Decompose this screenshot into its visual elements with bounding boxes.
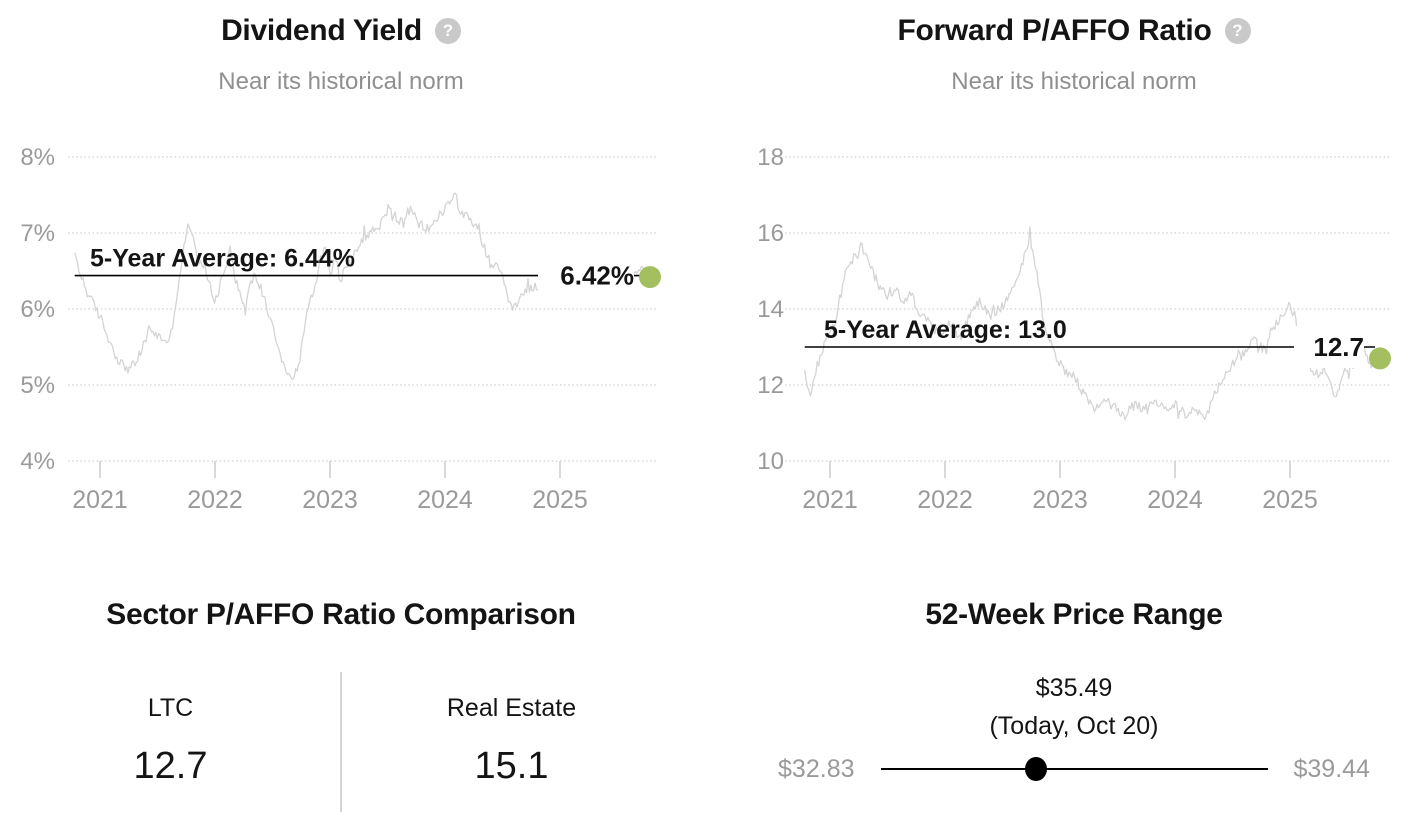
x-axis-tick-label: 2022 [917, 486, 973, 514]
dividend-yield-help-icon[interactable]: ? [434, 18, 461, 44]
real-estate-value: 15.1 [474, 745, 549, 787]
price-dot [1025, 757, 1048, 781]
sector-comparison-panel: Sector P/AFFO Ratio Comparison LTC 12.7 … [0, 598, 682, 834]
column-divider [340, 672, 342, 812]
x-axis-tick-label: 2024 [417, 486, 473, 514]
price-range-slider: $32.83 $39.44 [724, 750, 1424, 788]
y-axis-tick-label: 7% [20, 220, 55, 247]
current-value-dot [639, 266, 661, 289]
paffo-title: Forward P/AFFO Ratio [897, 14, 1212, 47]
current-price-note: (Today, Oct 20) [989, 712, 1159, 740]
y-axis-tick-label: 6% [20, 296, 55, 323]
x-axis-tick-label: 2022 [187, 486, 243, 514]
y-axis-tick-label: 8% [20, 144, 55, 171]
y-axis-tick-label: 14 [757, 296, 784, 323]
paffo-ratio-chart: 18 16 14 12 10 2021 2022 2023 2024 2025 5-Year Ave… [757, 144, 1391, 514]
y-axis-tick-label: 16 [757, 220, 784, 247]
y-axis-tick-label: 5% [20, 372, 55, 399]
ltc-value: 12.7 [133, 745, 208, 787]
sector-comparison-table: LTC 12.7 Real Estate 15.1 [0, 672, 682, 788]
paffo-subtitle: Near its historical norm [951, 68, 1197, 95]
x-axis-tick-label: 2025 [532, 486, 588, 514]
y-axis-tick-label: 4% [20, 448, 55, 475]
sector-comparison-title: Sector P/AFFO Ratio Comparison [106, 598, 576, 631]
price-range-panel: 52-Week Price Range $35.49 (Today, Oct 2… [724, 598, 1424, 834]
current-value-dot [1369, 347, 1391, 370]
paffo-header: Forward P/AFFO Ratio ? Near its historic… [724, 14, 1424, 96]
current-label-bg [538, 254, 634, 297]
y-axis-tick-label: 10 [757, 448, 784, 475]
range-track [880, 757, 1268, 781]
range-low-label: $32.83 [778, 754, 855, 783]
average-label: 5-Year Average: 13.0 [824, 316, 1067, 344]
current-label-bg [1294, 326, 1364, 368]
x-axis-tick-label: 2021 [802, 486, 858, 514]
price-range-title: 52-Week Price Range [925, 598, 1223, 631]
paffo-help-icon[interactable]: ? [1224, 18, 1251, 44]
current-value-label: 12.7 [1313, 332, 1364, 362]
dividend-yield-subtitle: Near its historical norm [218, 68, 464, 95]
current-price: $35.49 [1035, 674, 1113, 702]
range-high-label: $39.44 [1293, 754, 1370, 783]
dividend-yield-chart: 8% 7% 6% 5% 4% 2021 2022 2023 2024 2025 5-Year Ave… [20, 144, 661, 514]
real-estate-label: Real Estate [446, 694, 577, 722]
x-axis-tick-label: 2025 [1262, 486, 1318, 514]
x-axis-tick-label: 2023 [1032, 486, 1088, 514]
average-label: 5-Year Average: 6.44% [90, 245, 355, 273]
x-axis-tick-label: 2024 [1147, 486, 1203, 514]
x-axis-tick-label: 2023 [302, 486, 358, 514]
ltc-label: LTC [147, 694, 194, 722]
series-line [804, 226, 1381, 421]
y-axis-tick-label: 18 [757, 144, 784, 171]
sector-comparison-col-ltc: LTC 12.7 [0, 672, 341, 788]
dividend-yield-header: Dividend Yield ? Near its historical nor… [0, 14, 682, 96]
y-axis-tick-label: 12 [757, 372, 784, 399]
current-value-label: 6.42% [560, 261, 634, 291]
x-axis-tick-label: 2021 [72, 486, 128, 514]
dividend-yield-title: Dividend Yield [221, 14, 422, 47]
sector-comparison-col-real-estate: Real Estate 15.1 [341, 672, 682, 788]
